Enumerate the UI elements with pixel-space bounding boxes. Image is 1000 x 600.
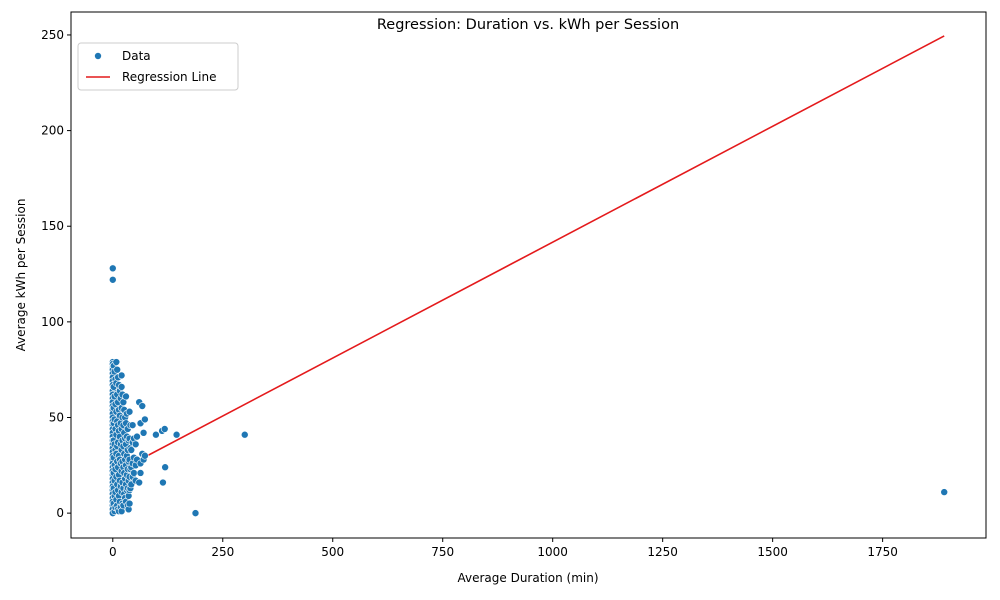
data-point — [160, 425, 169, 433]
data-point — [117, 383, 126, 391]
regression-line-group — [112, 35, 945, 475]
data-point — [130, 469, 138, 477]
y-tick-label: 100 — [41, 315, 64, 329]
data-point — [125, 499, 134, 508]
data-point — [191, 509, 200, 517]
y-tick-label: 150 — [41, 219, 64, 233]
data-point — [133, 432, 141, 441]
data-point — [139, 428, 148, 437]
x-tick-label: 250 — [211, 545, 234, 559]
data-point — [127, 446, 136, 454]
x-tick-label: 1500 — [757, 545, 788, 559]
data-point — [141, 451, 149, 460]
y-tick-label: 200 — [41, 124, 64, 138]
data-point — [141, 415, 149, 424]
y-axis: 0 50 100 150 200 250 — [41, 28, 71, 520]
data-point — [108, 264, 117, 273]
x-tick-label: 500 — [321, 545, 344, 559]
x-tick-label: 1000 — [537, 545, 568, 559]
data-point — [117, 371, 126, 380]
data-point — [136, 469, 145, 477]
x-tick-label: 0 — [109, 545, 117, 559]
data-point — [122, 392, 130, 401]
legend-data-marker — [94, 52, 102, 60]
data-point — [108, 275, 117, 284]
data-point — [113, 365, 121, 374]
y-tick-label: 0 — [56, 506, 64, 520]
plot-frame — [70, 11, 987, 539]
data-point — [128, 421, 137, 429]
data-point — [240, 430, 249, 439]
data-point — [152, 430, 160, 439]
chart-title: Regression: Duration vs. kWh per Session — [377, 17, 679, 33]
x-tick-label: 1750 — [867, 545, 898, 559]
data-point — [940, 488, 949, 496]
x-axis: 0 250 500 750 1000 1250 1500 1750 — [109, 538, 898, 559]
data-point — [138, 402, 147, 410]
legend: Data Regression Line — [77, 42, 239, 91]
regression-line — [112, 35, 945, 475]
legend-regression-label: Regression Line — [122, 70, 216, 84]
y-tick-label: 50 — [49, 410, 64, 424]
y-axis-label: Average kWh per Session — [14, 199, 28, 352]
data-points-group — [108, 264, 949, 517]
x-tick-label: 750 — [431, 545, 454, 559]
data-point — [159, 478, 167, 487]
x-axis-label: Average Duration (min) — [457, 571, 598, 585]
data-point — [172, 430, 181, 439]
data-point — [112, 358, 121, 366]
data-point — [125, 407, 134, 416]
legend-data-label: Data — [122, 49, 151, 63]
data-point — [161, 463, 169, 472]
plot-area — [108, 35, 949, 517]
legend-box — [77, 42, 239, 91]
y-tick-label: 250 — [41, 28, 64, 42]
data-point — [131, 440, 140, 449]
x-tick-label: 1250 — [647, 545, 678, 559]
data-point — [135, 478, 143, 487]
